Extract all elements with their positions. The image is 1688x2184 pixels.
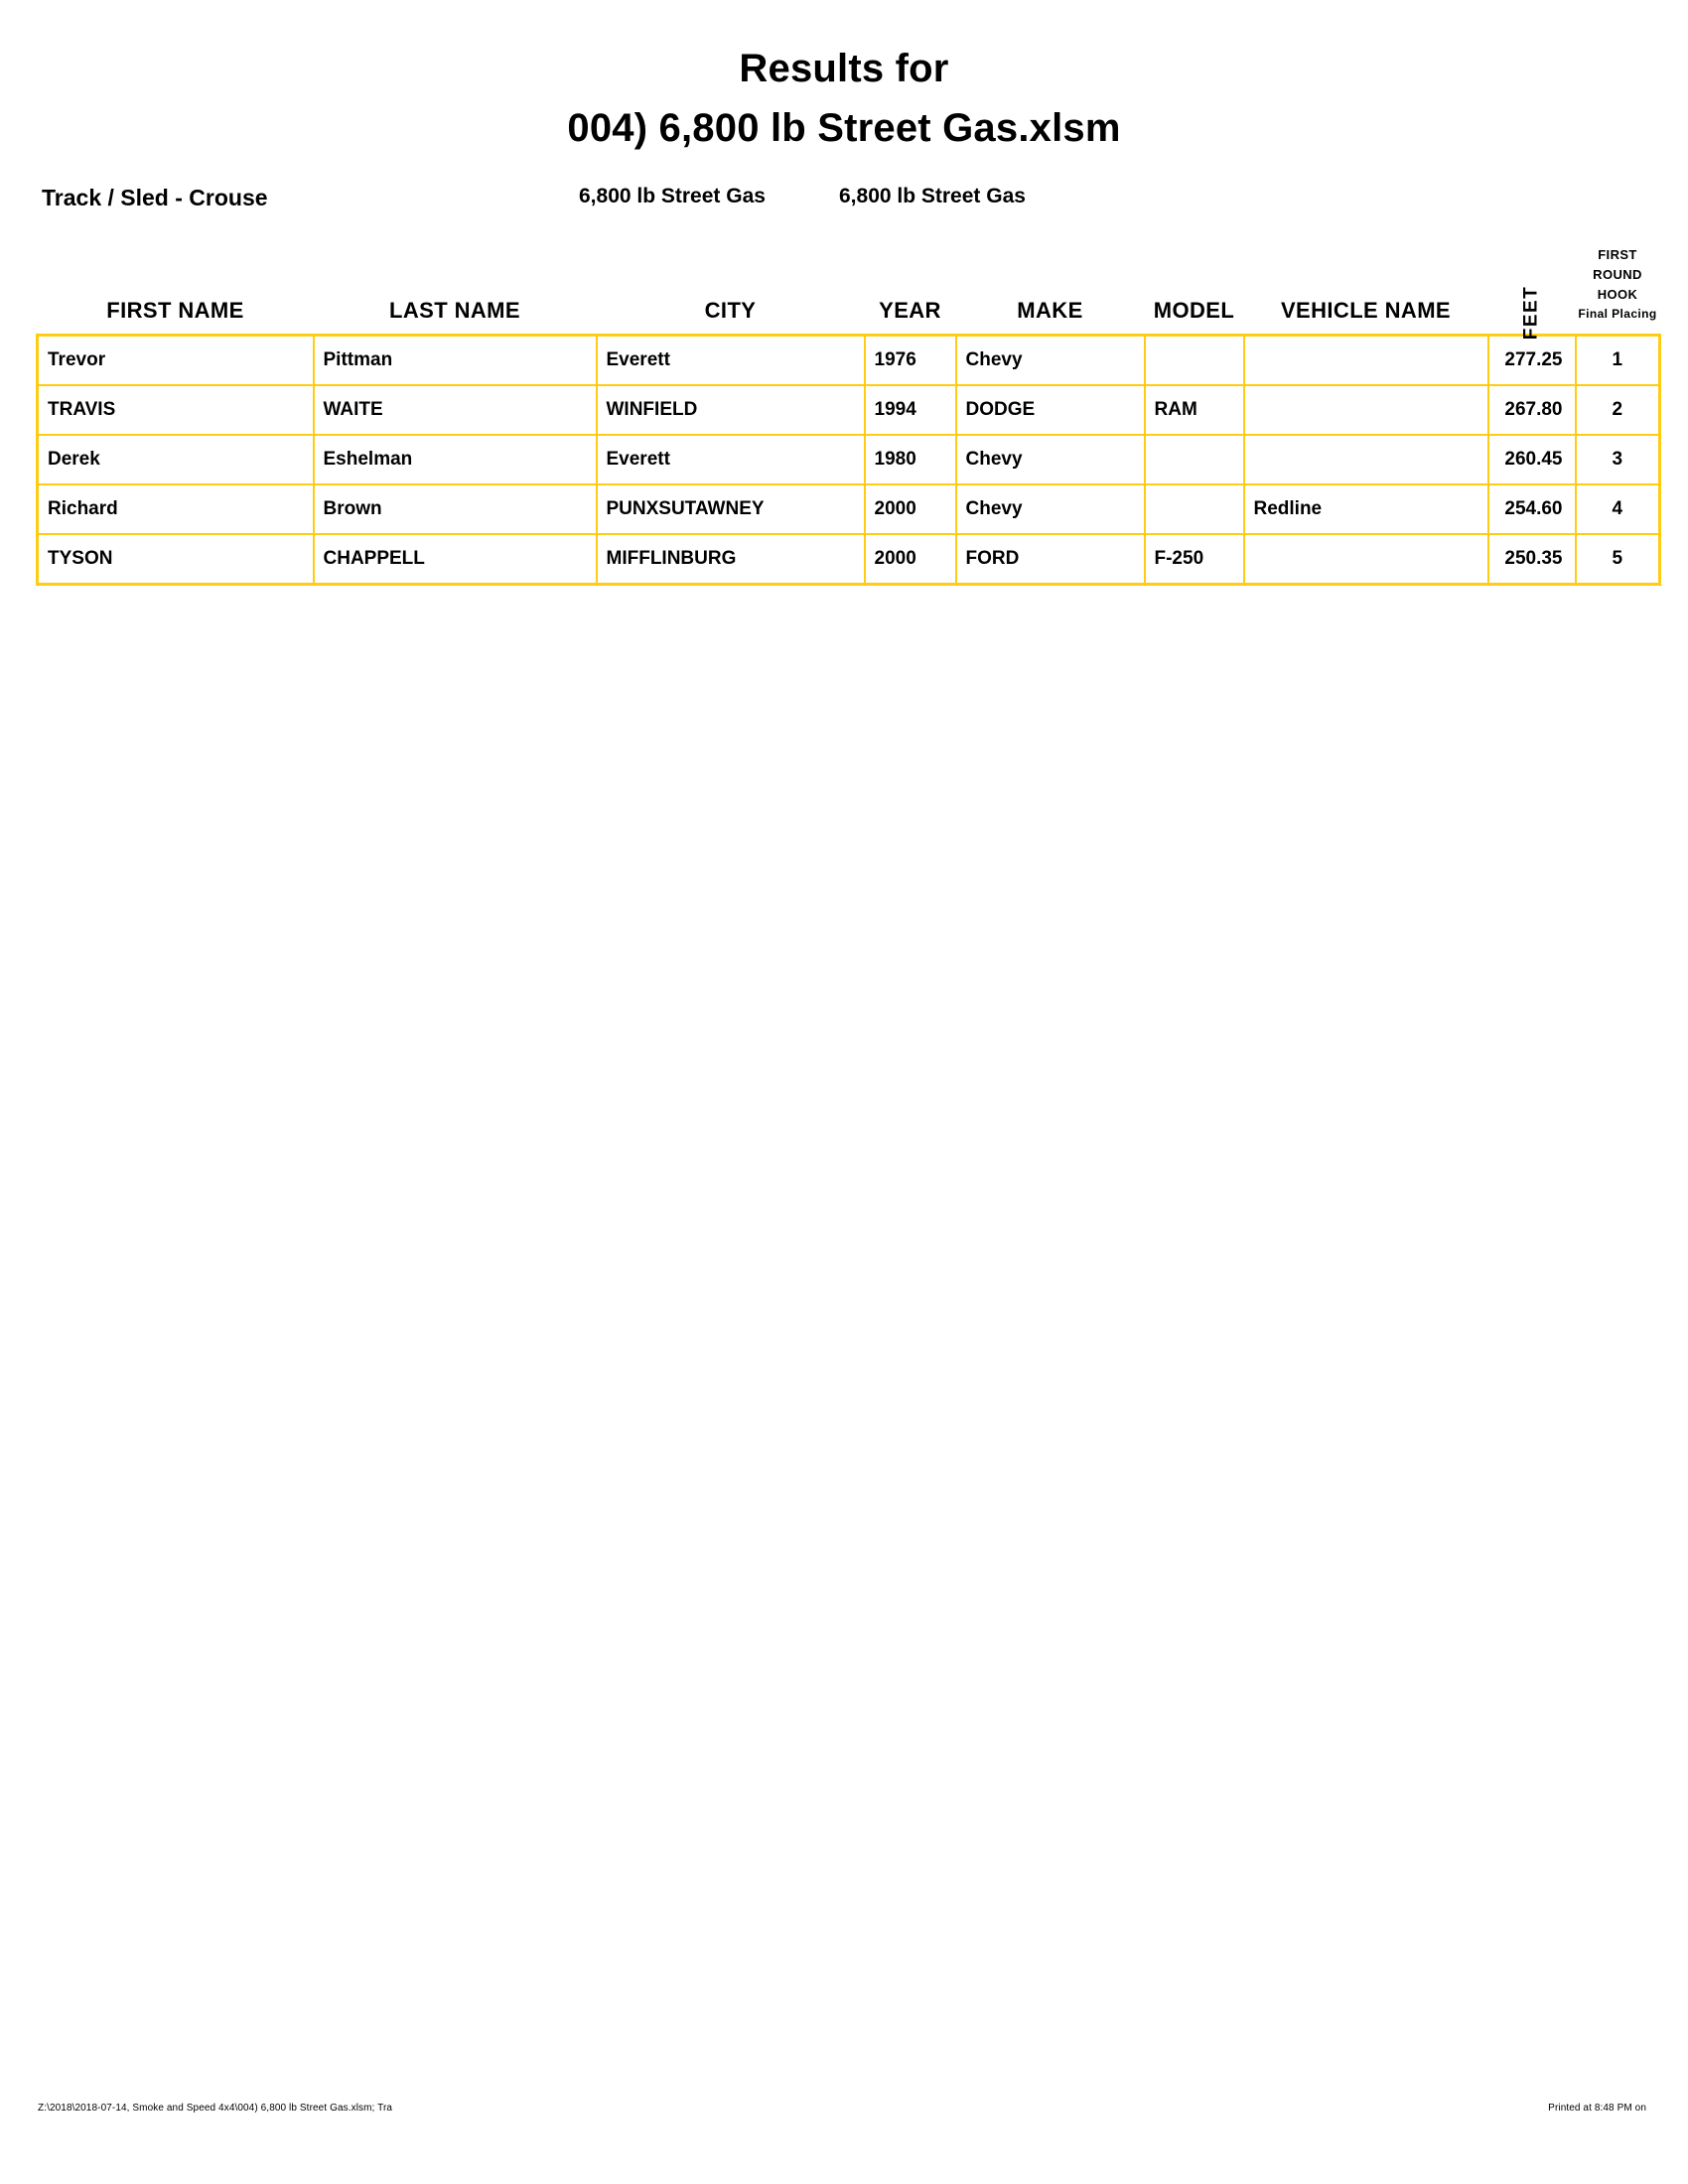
column-header-year: YEAR [879,298,941,323]
column-header-first-name: FIRST NAME [106,298,244,323]
cell-model: F-250 [1143,533,1245,586]
cell-make: Chevy [954,334,1146,386]
cell-city: MIFFLINBURG [595,533,866,586]
cell-vehicle-name [1242,384,1489,436]
table-row: Derek Eshelman Everett 1980 Chevy 260.45 3 [36,434,1661,485]
cell-make: Chevy [954,434,1146,485]
column-header-city: CITY [704,298,757,323]
cell-final-placing: 3 [1574,434,1661,485]
page-title-line-2: 004) 6,800 lb Street Gas.xlsm [567,106,1121,150]
cell-feet: 267.80 [1486,384,1577,436]
column-header-placing-line-3: Final Placing [1578,307,1657,322]
cell-model [1143,483,1245,535]
cell-make: FORD [954,533,1146,586]
table-row: Richard Brown PUNXSUTAWNEY 2000 Chevy Redline… [36,483,1661,535]
cell-first-name: TRAVIS [36,384,315,436]
cell-last-name: WAITE [312,384,598,436]
column-header-last-name: LAST NAME [389,298,520,323]
subheader-row: Track / Sled - Crouse 6,800 lb Street Ga… [0,185,1688,214]
cell-year: 2000 [863,533,957,586]
footer-printed-timestamp: Printed at 8:48 PM on [1548,2103,1646,2114]
column-header-placing-line-1: FIRST ROUND [1593,246,1642,283]
cell-year: 2000 [863,483,957,535]
table-row: Trevor Pittman Everett 1976 Chevy 277.25 1 [36,334,1661,386]
cell-last-name: Eshelman [312,434,598,485]
cell-first-name: TYSON [36,533,315,586]
cell-model [1143,334,1245,386]
table-header-row: FIRST NAME LAST NAME CITY YEAR MAKE MODE… [38,232,1660,341]
cell-vehicle-name: Redline [1242,483,1489,535]
cell-first-name: Derek [36,434,315,485]
results-table-head: FIRST NAME LAST NAME CITY YEAR MAKE MODE… [38,232,1660,341]
cell-vehicle-name [1242,533,1489,586]
class-label-primary: 6,800 lb Street Gas [579,185,766,207]
cell-feet: 277.25 [1486,334,1577,386]
cell-vehicle-name [1242,434,1489,485]
cell-final-placing: 4 [1574,483,1661,535]
cell-final-placing: 5 [1574,533,1661,586]
page-footer: Z:\2018\2018-07-14, Smoke and Speed 4x4\… [0,2103,1688,2122]
column-header-feet: FEET [1488,232,1576,341]
cell-vehicle-name [1242,334,1489,386]
cell-first-name: Richard [36,483,315,535]
cell-city: Everett [595,434,866,485]
cell-last-name: Pittman [312,334,598,386]
results-table-container: FIRST NAME LAST NAME CITY YEAR MAKE MODE… [0,232,1688,586]
cell-last-name: CHAPPELL [312,533,598,586]
cell-final-placing: 1 [1574,334,1661,386]
cell-first-name: Trevor [36,334,315,386]
results-table: FIRST NAME LAST NAME CITY YEAR MAKE MODE… [36,232,1661,586]
cell-model: RAM [1143,384,1245,436]
table-row: TRAVIS WAITE WINFIELD 1994 DODGE RAM 267.80 2 [36,384,1661,436]
column-header-vehicle-name: VEHICLE NAME [1280,298,1452,323]
column-header-model: MODEL [1153,298,1235,323]
cell-city: PUNXSUTAWNEY [595,483,866,535]
column-header-final-placing: FIRST ROUND HOOK Final Placing [1576,232,1660,336]
cell-feet: 260.45 [1486,434,1577,485]
page-title-line-1: Results for [739,47,949,90]
class-label-secondary: 6,800 lb Street Gas [839,185,1026,207]
column-header-feet-label: FEET [1520,285,1542,341]
cell-city: Everett [595,334,866,386]
cell-model [1143,434,1245,485]
footer-file-path: Z:\2018\2018-07-14, Smoke and Speed 4x4\… [38,2103,393,2114]
report-title-block: Results for 004) 6,800 lb Street Gas.xls… [0,0,1688,151]
cell-feet: 250.35 [1486,533,1577,586]
cell-feet: 254.60 [1486,483,1577,535]
cell-year: 1994 [863,384,957,436]
results-table-body: Trevor Pittman Everett 1976 Chevy 277.25 1 TRAV… [36,334,1661,586]
cell-final-placing: 2 [1574,384,1661,436]
cell-make: DODGE [954,384,1146,436]
cell-year: 1976 [863,334,957,386]
track-sled-label: Track / Sled - Crouse [42,185,268,210]
column-header-make: MAKE [1017,298,1083,323]
cell-city: WINFIELD [595,384,866,436]
cell-last-name: Brown [312,483,598,535]
column-header-placing-line-2: HOOK [1597,287,1638,303]
cell-year: 1980 [863,434,957,485]
cell-make: Chevy [954,483,1146,535]
table-row: TYSON CHAPPELL MIFFLINBURG 2000 FORD F-250 250… [36,533,1661,586]
